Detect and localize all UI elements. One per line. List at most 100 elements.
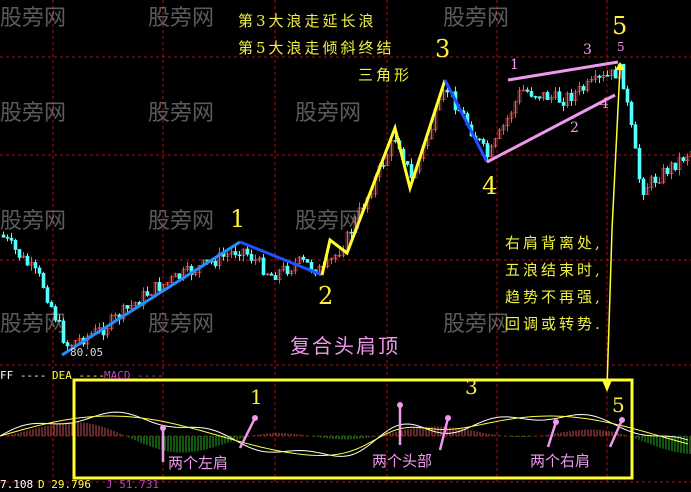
candle-body xyxy=(533,96,538,98)
candle-body xyxy=(445,89,450,93)
watermark: 股旁网 xyxy=(148,209,215,234)
annotation-right-shoulders: 两个右肩 xyxy=(530,452,591,470)
candle-body xyxy=(217,252,222,267)
candle-body xyxy=(141,291,146,306)
arrow-head-icon xyxy=(602,380,612,392)
candle-body xyxy=(69,344,74,347)
candle-body xyxy=(641,178,646,196)
watermark: 股旁网 xyxy=(148,312,215,337)
candle-body xyxy=(581,86,586,91)
watermark: 股旁网 xyxy=(443,6,510,31)
candle-body xyxy=(521,89,526,92)
indicator-label-3: 3 xyxy=(465,375,478,399)
candle-body xyxy=(29,262,34,266)
candle-body xyxy=(481,139,486,144)
candle-body xyxy=(681,157,686,162)
candle-body xyxy=(305,259,310,263)
candle-body xyxy=(133,302,138,306)
candle-body xyxy=(657,182,662,184)
candle-body xyxy=(5,236,10,239)
candle-body xyxy=(329,258,334,261)
candle-body xyxy=(649,176,654,188)
candle-body xyxy=(477,138,482,141)
triangle-label-2: 2 xyxy=(570,120,579,136)
candle-body xyxy=(173,273,178,278)
candle-body xyxy=(41,273,46,288)
candle-body xyxy=(673,162,678,170)
candle-body xyxy=(233,251,238,256)
candle-body xyxy=(261,257,266,275)
candle-body xyxy=(269,273,274,276)
candle-body xyxy=(553,91,558,98)
candle-body xyxy=(177,273,182,279)
candle-body xyxy=(629,101,634,125)
candle-body xyxy=(185,266,190,270)
candle-body xyxy=(125,305,130,309)
legend-diff: FF ---- xyxy=(0,369,47,382)
candle-body xyxy=(593,75,598,80)
candle-body xyxy=(265,273,270,276)
legend-macd: MACD ---- xyxy=(104,369,164,382)
candle-body xyxy=(25,255,30,266)
watermark: 股旁网 xyxy=(443,312,510,337)
candle-body xyxy=(33,262,38,269)
wave-label-2: 2 xyxy=(318,282,334,310)
arrow-head-icon xyxy=(252,415,258,421)
candle-body xyxy=(441,89,446,100)
candle-body xyxy=(45,287,50,303)
candle-body xyxy=(349,231,354,234)
note-line: 右肩背离处, xyxy=(505,234,603,252)
wave-label-4: 4 xyxy=(482,172,498,200)
candle-body xyxy=(273,275,278,280)
candle-body xyxy=(213,260,218,267)
candle-body xyxy=(541,92,546,99)
candle-body xyxy=(333,254,338,259)
wave-4-line xyxy=(443,79,489,163)
candle-body xyxy=(577,86,582,93)
triangle-upper-line xyxy=(507,60,619,82)
wave-label-1: 1 xyxy=(230,205,246,233)
candle-body xyxy=(165,282,170,285)
note-wave3: 第3大浪走延长浪 xyxy=(238,12,377,30)
candle-body xyxy=(277,269,282,280)
diff-line xyxy=(0,411,689,457)
watermark: 股旁网 xyxy=(148,6,215,31)
candle-body xyxy=(529,91,534,97)
candle-body xyxy=(509,112,514,119)
pink-arrow-icon xyxy=(238,417,257,449)
candle-body xyxy=(121,305,126,320)
candle-body xyxy=(569,92,574,101)
candle-body xyxy=(149,294,154,296)
wave-2-line xyxy=(239,240,323,277)
arrow-head-icon xyxy=(615,62,625,70)
candle-body xyxy=(689,151,691,158)
arrow-head-icon xyxy=(397,402,403,408)
candle-body xyxy=(381,165,386,167)
arrow-head-icon xyxy=(619,417,625,423)
candle-body xyxy=(677,157,682,170)
indicator-label-5: 5 xyxy=(612,393,625,417)
chart-title: 复合头肩顶 xyxy=(290,334,400,358)
candle-body xyxy=(57,319,62,322)
candle-body xyxy=(65,342,70,347)
readout-k: 7.108 xyxy=(0,478,34,491)
arrow-head-icon xyxy=(553,419,559,425)
candle-body xyxy=(549,97,554,100)
readout-d: D 29.796 xyxy=(38,478,91,491)
candle-body xyxy=(21,255,26,258)
candle-body xyxy=(297,256,302,264)
watermark: 股旁网 xyxy=(295,101,362,126)
readout-j: J 51.731 xyxy=(106,478,159,491)
candle-body xyxy=(53,306,58,321)
candle-body xyxy=(621,63,626,90)
annotation-heads: 两个头部 xyxy=(372,452,433,470)
candle-body xyxy=(589,78,594,82)
watermark: 股旁网 xyxy=(0,209,67,234)
watermark: 股旁网 xyxy=(0,6,67,31)
note-right: 右肩背离处, 五浪结束时, 趋势不再强, 回调或转势. xyxy=(505,230,603,338)
candle-body xyxy=(229,251,234,255)
candle-body xyxy=(601,75,606,78)
low-price-label: 80.05 xyxy=(70,346,104,359)
note-line: 五浪结束时, xyxy=(505,261,603,279)
candle-body xyxy=(517,90,522,103)
